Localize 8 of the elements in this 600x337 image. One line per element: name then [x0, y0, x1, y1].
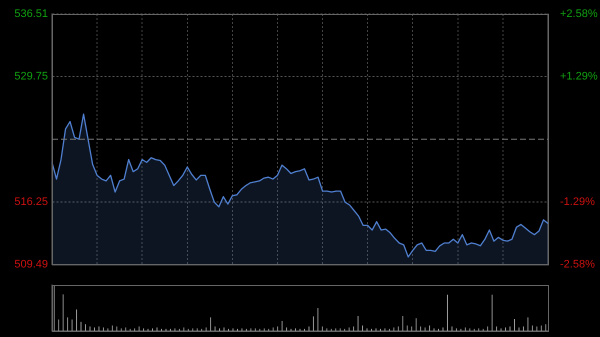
y-tick-label: 529.75: [14, 70, 48, 83]
y2-tick-label: +2.58%: [560, 8, 598, 20]
y-tick-label: 536.51: [14, 8, 48, 20]
y-tick-label: 509.49: [14, 258, 48, 270]
y2-tick-label: +1.29%: [560, 70, 598, 83]
y2-tick-label: -2.58%: [560, 258, 596, 270]
y-tick-label: 516.25: [14, 196, 48, 208]
y2-tick-label: -1.29%: [560, 196, 596, 208]
